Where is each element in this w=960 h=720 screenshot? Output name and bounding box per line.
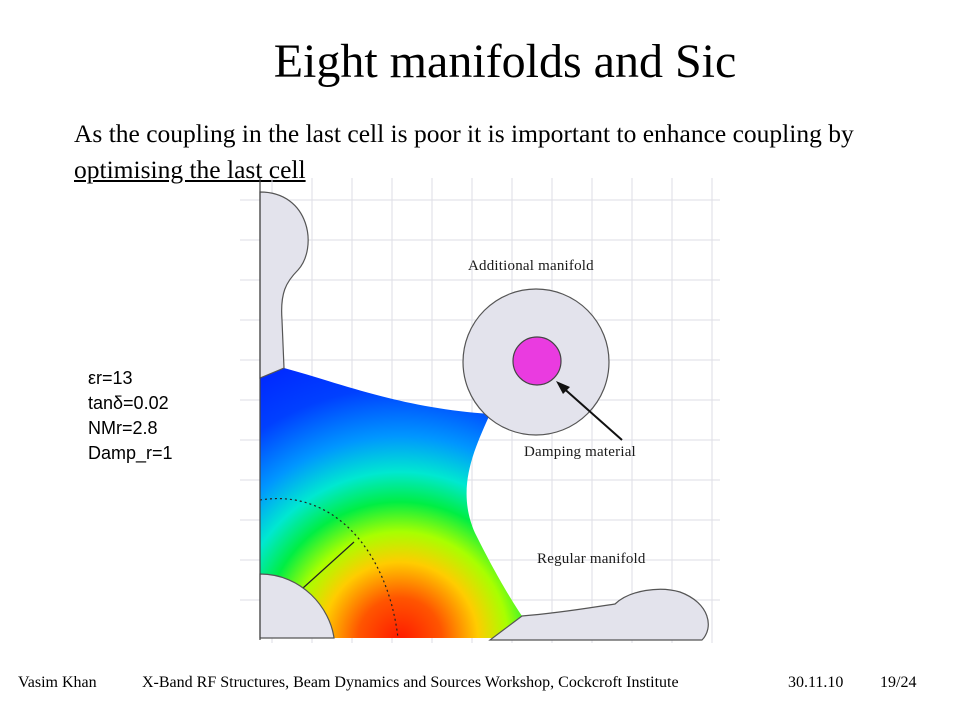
param-nmr: NMr=2.8 xyxy=(88,418,158,438)
param-tan-delta: tanδ=0.02 xyxy=(88,393,169,413)
slide-footer: Vasim Khan X-Band RF Structures, Beam Dy… xyxy=(0,674,960,698)
slide-title: Eight manifolds and Sic xyxy=(273,35,737,88)
label-additional-manifold: Additional manifold xyxy=(468,258,594,274)
footer-page-number: 19/24 xyxy=(880,674,917,691)
field-region xyxy=(260,368,522,638)
field-plot xyxy=(240,178,720,643)
parameter-list: εr=13 tanδ=0.02 NMr=2.8 Damp_r=1 xyxy=(88,366,173,466)
intro-text: As the coupling in the last cell is poor… xyxy=(74,119,854,148)
damping-material xyxy=(512,336,562,386)
label-damping-material: Damping material xyxy=(524,444,636,460)
beam-pipe xyxy=(259,573,335,639)
param-damp-r: Damp_r=1 xyxy=(88,443,173,463)
pointer-arrow xyxy=(559,384,623,441)
param-epsilon: εr=13 xyxy=(88,368,133,388)
label-regular-manifold: Regular manifold xyxy=(537,551,646,567)
pointer-arrowhead xyxy=(556,381,570,394)
simulation-figure: Additional manifold Damping material Reg… xyxy=(240,178,720,643)
dimension-line xyxy=(302,541,355,589)
upper-iris xyxy=(259,191,309,379)
intro-paragraph: As the coupling in the last cell is poor… xyxy=(74,116,914,188)
regular-manifold xyxy=(488,588,709,641)
footer-author: Vasim Khan xyxy=(18,674,97,691)
footer-event: X-Band RF Structures, Beam Dynamics and … xyxy=(142,674,679,691)
intro-underlined-text: optimising the last cell xyxy=(74,155,306,184)
footer-date: 30.11.10 xyxy=(788,674,844,691)
